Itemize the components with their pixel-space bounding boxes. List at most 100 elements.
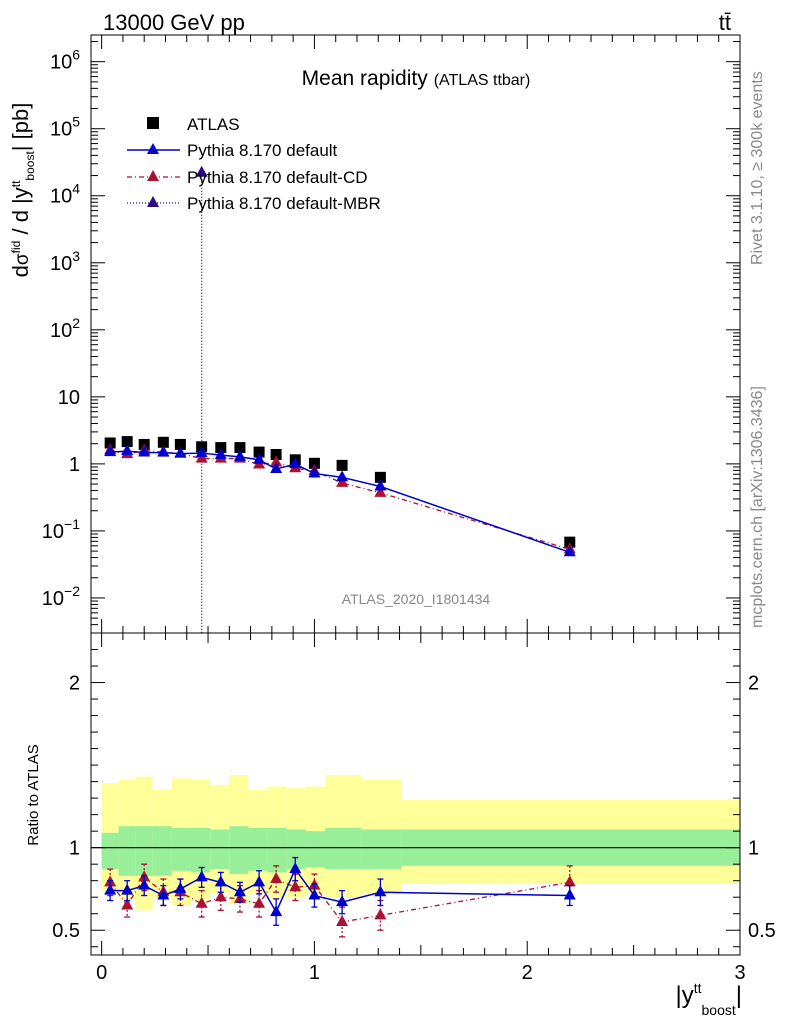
atlas-point (374, 471, 386, 483)
mbr-marker (195, 165, 208, 177)
ratio-cd-point (270, 872, 283, 884)
ratio-default-point (374, 885, 387, 897)
ratio-band-inner (101, 832, 119, 870)
ratio-default-point (270, 905, 283, 917)
rivet-label: Rivet 3.1.10, ≥ 300k events (749, 71, 766, 265)
ratio-default-point (157, 888, 170, 900)
ratio-default-point (195, 870, 208, 882)
default-point (138, 445, 151, 457)
default-point (253, 452, 266, 464)
default-point (270, 461, 283, 473)
ratio-y-tick-label: 0.5 (52, 920, 80, 942)
ratio-panel: 0.5 0.5 1 1 2 2 0 1 2 3 Ratio to ATLAS |yttboost| (25, 632, 776, 1018)
tick-exponent: −1 (64, 516, 80, 532)
legend-marker-default (147, 143, 159, 154)
tick-base: 10 (50, 186, 72, 208)
atlas-point (270, 449, 282, 461)
ratio-band-inner (267, 827, 287, 873)
legend-marker-mbr (147, 196, 159, 207)
ratio-default-point (563, 888, 576, 900)
ratio-band-inner (210, 829, 230, 870)
default-point (214, 448, 227, 460)
ratio-default-point (121, 883, 134, 895)
tick-exponent: 3 (72, 248, 80, 264)
ratio-band-inner (135, 826, 153, 876)
atlas-point (121, 436, 133, 448)
ratio-frame (90, 632, 741, 956)
x-tick-label: 3 (734, 962, 745, 984)
ratio-default-point (233, 885, 246, 897)
tick-base: 10 (42, 521, 64, 543)
cd-point (270, 455, 283, 467)
tick-base: 10 (58, 387, 80, 409)
ratio-y-tick-label-right: 1 (748, 838, 759, 860)
ratio-band-inner (305, 831, 326, 868)
ratio-band-inner (286, 829, 306, 870)
legend-label-cd: Pythia 8.170 default-CD (187, 168, 368, 187)
legend-label-default: Pythia 8.170 default (187, 141, 338, 160)
main-plot-content (104, 165, 576, 633)
cd-point (195, 451, 208, 463)
ratio-default-point (336, 895, 349, 907)
atlas-point (564, 536, 576, 548)
ratio-cd-point (253, 896, 266, 908)
cd-point (374, 485, 387, 497)
default-point (336, 470, 349, 482)
legend-marker-cd (147, 170, 159, 181)
atlas-point (215, 442, 227, 454)
tick-base: 10 (50, 119, 72, 141)
x-axis-label: |yttboost| (676, 980, 743, 1018)
ratio-band-inner (248, 827, 268, 871)
main-y-tick-label: 105 (50, 114, 80, 141)
legend-marker-atlas (147, 117, 159, 129)
cd-point (336, 475, 349, 487)
default-point (374, 479, 387, 491)
legend-label-mbr: Pythia 8.170 default-MBR (187, 194, 381, 213)
main-title: Mean rapidity (ATLAS ttbar) (302, 67, 531, 90)
ratio-band-inner (229, 826, 249, 875)
ratio-band-inner (191, 827, 211, 873)
ratio-cd-point (195, 896, 208, 908)
ratio-default-point (253, 875, 266, 887)
atlas-point (234, 442, 246, 454)
tick-exponent: 2 (72, 315, 80, 331)
default-point (157, 445, 170, 457)
tick-exponent: 6 (72, 47, 80, 63)
legend-label-atlas: ATLAS (187, 115, 240, 134)
atlas-point (253, 446, 265, 458)
ratio-y-tick-label-right: 0.5 (748, 920, 776, 942)
ratio-band-inner (361, 829, 402, 870)
ratio-cd-point (563, 875, 576, 887)
x-tick-label: 0 (96, 962, 107, 984)
ratio-cd-point (121, 898, 134, 910)
default-point (121, 444, 134, 456)
x-tick-label: 1 (309, 962, 320, 984)
main-y-tick-label: 104 (50, 181, 80, 208)
main-subtitle-text: (ATLAS ttbar) (434, 72, 531, 89)
legend: ATLAS Pythia 8.170 default Pythia 8.170 … (127, 115, 381, 213)
x-tick-label: 2 (522, 962, 533, 984)
process-label: tt̄ (719, 10, 731, 35)
main-y-tick-label: 102 (50, 315, 80, 342)
ratio-cd-point (336, 914, 349, 926)
analysis-id: ATLAS_2020_I1801434 (342, 591, 491, 607)
ratio-default-point (174, 881, 187, 893)
ratio-band-inner (152, 826, 172, 876)
ratio-y-label: Ratio to ATLAS (25, 744, 42, 845)
main-title-text: Mean rapidity (302, 67, 429, 90)
ratio-plot-content (91, 775, 740, 938)
ratio-axes: 0.5 0.5 1 1 2 2 0 1 2 3 (52, 632, 776, 984)
atlas-point (308, 457, 320, 469)
ratio-cd-point (289, 880, 302, 892)
atlas-point (104, 437, 116, 449)
default-point (563, 545, 576, 557)
main-y-tick-label: 10−1 (42, 516, 80, 543)
atlas-point (174, 438, 186, 450)
main-plot-area (91, 35, 740, 633)
default-point (174, 446, 187, 458)
ratio-default-point (104, 883, 117, 895)
ratio-y-tick-label: 1 (69, 838, 80, 860)
